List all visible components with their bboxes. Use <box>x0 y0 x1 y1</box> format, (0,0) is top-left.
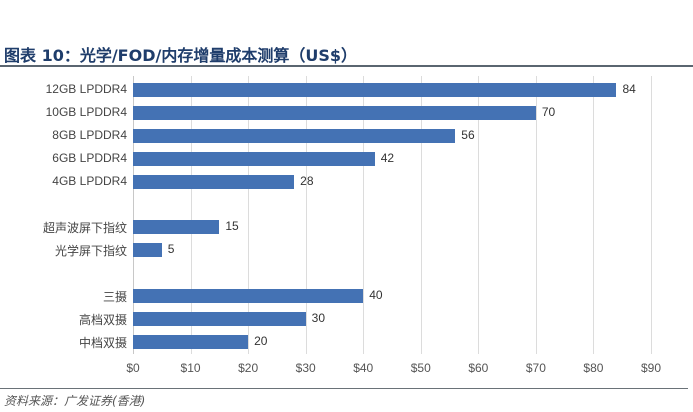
data-label: 5 <box>167 242 175 256</box>
data-label: 70 <box>541 105 556 119</box>
title-divider <box>0 65 693 67</box>
data-label: 84 <box>622 82 636 96</box>
data-label: 20 <box>254 334 268 348</box>
category-label: 12GB LPDDR4 <box>45 82 127 96</box>
category-label: 中档双摄 <box>78 336 127 350</box>
gridline <box>248 76 250 354</box>
gridline <box>535 76 537 354</box>
category-label: 10GB LPDDR4 <box>45 105 127 119</box>
x-tick-label: $40 <box>353 361 374 375</box>
chart-title: 图表 10：光学/FOD/内存增量成本测算（US$） <box>4 46 357 65</box>
category-label: 4GB LPDDR4 <box>52 174 127 188</box>
data-label: 40 <box>369 288 383 302</box>
gridline <box>363 76 365 354</box>
x-tick-label: $10 <box>180 361 201 375</box>
gridline <box>651 76 652 354</box>
data-label: 28 <box>300 174 314 188</box>
data-label: 42 <box>380 151 395 165</box>
bar <box>133 312 306 326</box>
plot-area: 84 70 56 42 28 15 5 40 30 20 <box>133 76 693 356</box>
x-tick-label: $60 <box>468 361 489 375</box>
x-tick-label: $20 <box>238 361 259 375</box>
bar <box>133 152 375 166</box>
bar <box>133 335 249 349</box>
category-label: 6GB LPDDR4 <box>52 151 127 165</box>
x-tick-label: $70 <box>525 361 546 375</box>
data-label: 15 <box>225 219 239 233</box>
category-label: 光学屏下指纹 <box>54 244 127 258</box>
bar <box>133 220 220 234</box>
category-label: 三摄 <box>102 290 127 304</box>
x-tick-label: $0 <box>126 361 140 375</box>
data-label: 56 <box>461 128 475 142</box>
x-tick-label: $30 <box>295 361 316 375</box>
bar <box>133 83 617 97</box>
bar <box>133 243 162 257</box>
gridline <box>305 76 307 354</box>
footer-divider <box>0 388 688 389</box>
gridline <box>190 76 192 354</box>
bar <box>133 289 364 303</box>
x-tick-label: $50 <box>410 361 431 375</box>
bar <box>133 175 295 189</box>
bar <box>133 106 536 120</box>
data-label: 30 <box>311 311 326 325</box>
category-label: 8GB LPDDR4 <box>52 128 127 142</box>
source-note: 资料来源：广发证券(香港) <box>4 394 146 408</box>
gridline <box>420 76 422 354</box>
gridline <box>478 76 480 354</box>
gridline <box>133 76 134 354</box>
category-label: 超声波屏下指纹 <box>42 221 127 235</box>
category-label: 高档双摄 <box>78 313 127 327</box>
x-tick-label: $90 <box>640 361 662 375</box>
gridline <box>593 76 595 354</box>
bar <box>133 129 456 143</box>
x-tick-label: $80 <box>583 361 604 375</box>
